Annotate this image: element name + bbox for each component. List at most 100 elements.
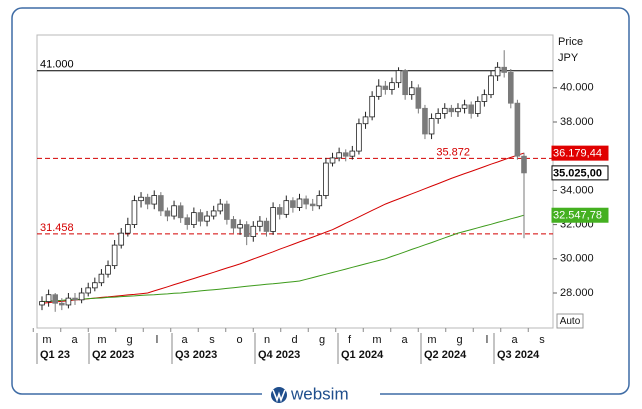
price-tag-label: 32.547,78	[553, 210, 602, 222]
candle-body	[250, 225, 257, 237]
moving-average	[41, 152, 525, 304]
candle-body	[323, 162, 329, 196]
candle-body	[72, 297, 78, 301]
quarter-label: Q2 2024	[424, 349, 467, 361]
candle-body	[296, 198, 303, 208]
candle-body	[342, 152, 349, 157]
price-tag	[551, 207, 609, 223]
price-tag	[551, 145, 609, 161]
month-label: o	[236, 334, 242, 346]
month-label: m	[42, 334, 51, 346]
candle-body	[494, 66, 501, 77]
candle-body	[191, 212, 197, 225]
candle-body	[105, 265, 111, 275]
candle-body	[283, 200, 290, 215]
month-label: a	[511, 334, 518, 346]
candle-body	[39, 301, 45, 306]
candle-body	[448, 107, 455, 113]
candle-body	[197, 212, 204, 222]
level-label: 31.458	[40, 222, 74, 234]
candle-body	[395, 70, 402, 84]
candle-body	[65, 297, 72, 306]
quarter-label: Q1 23	[40, 349, 70, 361]
candle-body	[151, 195, 158, 205]
month-label: l	[156, 334, 158, 346]
candle-body	[45, 294, 52, 302]
candle-body	[474, 101, 481, 114]
candle-body	[501, 66, 507, 73]
candle-body	[349, 150, 356, 157]
candle-body	[316, 195, 323, 207]
month-label: a	[71, 334, 78, 346]
brand-text: websim	[290, 384, 349, 403]
y-tick-label: 40.000	[560, 82, 594, 94]
month-label: m	[427, 334, 436, 346]
brand-bg	[262, 384, 380, 406]
candle-body	[422, 107, 428, 135]
y-tick-label: 34.000	[560, 184, 594, 196]
auto-button[interactable]	[556, 313, 584, 329]
candle-body	[125, 224, 131, 234]
candle-body	[164, 210, 171, 217]
candle-body	[270, 207, 276, 232]
level-label-bg	[39, 222, 73, 233]
candle-body	[441, 107, 448, 114]
candle-body	[144, 196, 151, 205]
candle-body	[309, 203, 316, 207]
candle-body	[224, 203, 230, 220]
quarter-label: Q4 2023	[258, 349, 300, 361]
candle-body	[52, 294, 59, 304]
candle-body	[138, 196, 144, 202]
candle-body	[389, 82, 395, 90]
month-label: g	[456, 334, 462, 346]
candle-body	[276, 207, 283, 215]
brand-logo	[271, 387, 287, 403]
candle-body	[177, 205, 184, 219]
month-label: m	[97, 334, 106, 346]
candle-body	[230, 219, 237, 229]
y-tick-label: 38.000	[560, 116, 594, 128]
candle-body	[356, 123, 362, 152]
level-label-bg	[39, 59, 73, 70]
candle-body	[303, 198, 309, 205]
y-tick-label: 28.000	[560, 287, 594, 299]
candle-body	[290, 200, 296, 208]
candle-body	[171, 205, 177, 217]
candle-body	[507, 72, 514, 104]
moving-average	[41, 214, 525, 302]
candle-body	[118, 232, 125, 246]
quarter-label: Q1 2024	[341, 349, 384, 361]
currency-label: JPY	[558, 52, 579, 64]
candle-body	[461, 104, 468, 109]
candle-body	[488, 75, 494, 96]
candle-body	[217, 203, 224, 212]
candle-body	[362, 116, 369, 125]
candle-body	[428, 118, 435, 135]
candle-body	[402, 70, 408, 96]
candle-body	[98, 273, 105, 284]
level-label-bg	[440, 147, 474, 158]
candle-body	[408, 87, 415, 96]
candle-body	[329, 157, 336, 164]
month-label: f	[348, 334, 352, 346]
candle-body	[158, 195, 164, 212]
candle-body	[237, 224, 243, 229]
price-tag-label: 36.179,44	[553, 148, 602, 160]
month-label: l	[486, 334, 488, 346]
candle-body	[375, 85, 382, 97]
price-tag	[551, 165, 609, 181]
quarter-label: Q2 2023	[92, 349, 134, 361]
plot-area	[36, 34, 554, 329]
candle-body	[85, 287, 92, 294]
price-tag-label: 35.025,00	[553, 167, 602, 179]
auto-label: Auto	[560, 316, 581, 327]
candle-body	[521, 155, 527, 174]
candle-body	[435, 113, 441, 119]
candle-body	[92, 282, 98, 289]
candle-body	[78, 292, 85, 301]
candle-body	[210, 210, 217, 217]
candle-body	[243, 224, 250, 237]
candle-body	[481, 94, 488, 102]
month-label: n	[264, 334, 270, 346]
candle-body	[111, 244, 118, 267]
